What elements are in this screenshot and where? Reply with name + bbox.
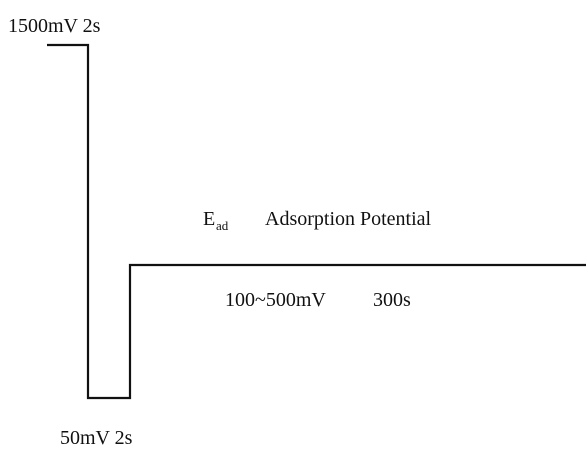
adsorption-time: 300s [373, 289, 411, 311]
potential-waveform [47, 43, 586, 400]
adsorption-symbol-subscript: ad [216, 218, 229, 233]
adsorption-range: 100~500mV [225, 289, 326, 311]
adsorption-name: Adsorption Potential [265, 208, 432, 230]
high-step-label: 1500mV 2s [8, 15, 101, 37]
low-step-label: 50mV 2s [60, 427, 133, 449]
adsorption-symbol: E [203, 208, 215, 230]
